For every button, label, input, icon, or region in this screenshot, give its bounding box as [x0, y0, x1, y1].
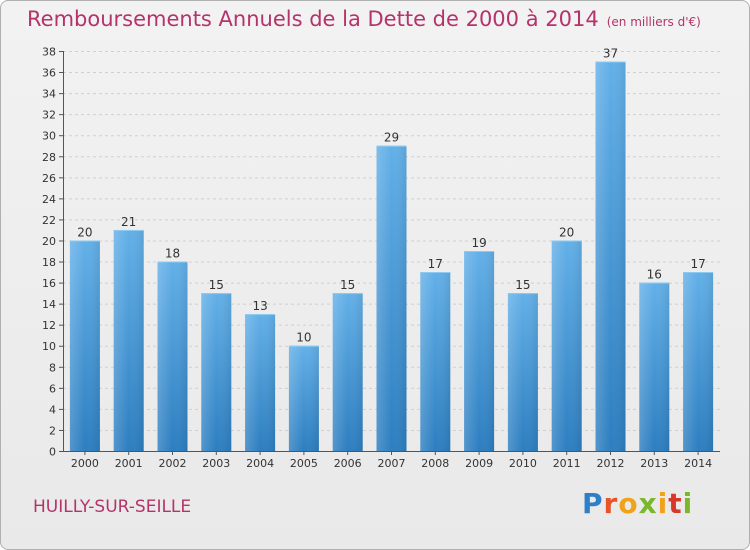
bar-value-label: 20 — [559, 225, 574, 239]
x-tick-label: 2004 — [246, 457, 274, 470]
x-tick-label: 2012 — [597, 457, 625, 470]
bar-shine — [201, 293, 232, 451]
y-tick-label: 22 — [42, 214, 56, 227]
proxiti-logo: Proxiti — [582, 487, 693, 520]
axes — [59, 51, 720, 455]
y-tick-label: 14 — [42, 298, 56, 311]
chart-unit-note: (en milliers d'€) — [606, 15, 701, 29]
y-tick-label: 8 — [49, 361, 56, 374]
bar-value-label: 17 — [690, 257, 705, 271]
y-tick-label: 26 — [42, 172, 56, 185]
y-tick-label: 30 — [42, 130, 56, 143]
bar-value-label: 37 — [603, 47, 618, 61]
bar-shine — [551, 240, 582, 451]
bar-shine — [683, 272, 714, 451]
x-tick-label: 2007 — [378, 457, 406, 470]
logo-letter: P — [582, 487, 604, 520]
y-tick-label: 34 — [42, 88, 56, 101]
bars — [69, 61, 714, 452]
x-tick-label: 2010 — [509, 457, 537, 470]
y-tick-label: 38 — [42, 46, 56, 59]
x-tick-label: 2013 — [640, 457, 668, 470]
y-tick-label: 2 — [49, 424, 56, 437]
bar-value-label: 20 — [77, 225, 92, 239]
x-tick-label: 2005 — [290, 457, 318, 470]
bar-shine — [69, 240, 100, 451]
x-tick-label: 2014 — [684, 457, 712, 470]
logo-letter: i — [682, 487, 694, 520]
bar-shine — [288, 345, 319, 451]
bar-value-label: 16 — [647, 268, 662, 282]
bar-shine — [157, 261, 188, 451]
x-tick-label: 2001 — [115, 457, 143, 470]
bar-value-label: 17 — [428, 257, 443, 271]
bar-value-label: 18 — [165, 247, 180, 261]
logo-letter: x — [638, 487, 658, 520]
bar-shine — [420, 272, 451, 451]
x-tick-label: 2009 — [465, 457, 493, 470]
y-tick-label: 32 — [42, 109, 56, 122]
y-tick-label: 20 — [42, 235, 56, 248]
y-tick-label: 12 — [42, 319, 56, 332]
bar-shine — [113, 229, 144, 451]
bar-value-label: 19 — [471, 236, 486, 250]
bar-value-label: 15 — [209, 278, 224, 292]
bar-value-label: 15 — [515, 278, 530, 292]
commune-name: HUILLY-SUR-SEILLE — [33, 497, 192, 517]
x-tick-label: 2011 — [553, 457, 581, 470]
x-tick-label: 2008 — [421, 457, 449, 470]
y-tick-label: 16 — [42, 277, 56, 290]
bar-value-label: 10 — [296, 331, 311, 345]
y-tick-label: 36 — [42, 67, 56, 80]
logo-letter: t — [668, 487, 683, 520]
labels: 0246810121416182022242628303234363820200… — [42, 46, 712, 471]
logo-letter: i — [657, 487, 669, 520]
y-tick-label: 18 — [42, 256, 56, 269]
bar-shine — [245, 314, 276, 451]
y-tick-label: 24 — [42, 193, 56, 206]
x-tick-label: 2000 — [71, 457, 99, 470]
bar-shine — [507, 293, 538, 451]
y-tick-label: 28 — [42, 151, 56, 164]
bar-value-label: 29 — [384, 131, 399, 145]
y-tick-label: 6 — [49, 382, 56, 395]
x-tick-label: 2002 — [159, 457, 187, 470]
bar-value-label: 21 — [121, 215, 136, 229]
x-tick-label: 2003 — [202, 457, 230, 470]
x-tick-label: 2006 — [334, 457, 362, 470]
chart-title: Remboursements Annuels de la Dette de 20… — [27, 7, 701, 31]
y-tick-label: 0 — [49, 446, 56, 459]
y-tick-label: 4 — [49, 403, 56, 416]
bar-shine — [639, 282, 670, 451]
bar-value-label: 15 — [340, 278, 355, 292]
logo-letter: o — [618, 487, 639, 520]
bar-shine — [595, 61, 626, 452]
bar-value-label: 13 — [252, 299, 267, 313]
bar-shine — [464, 251, 495, 451]
bar-shine — [376, 145, 407, 451]
logo-letter: r — [603, 487, 619, 520]
bar-shine — [332, 293, 363, 451]
chart-title-text: Remboursements Annuels de la Dette de 20… — [27, 7, 599, 31]
y-tick-label: 10 — [42, 340, 56, 353]
